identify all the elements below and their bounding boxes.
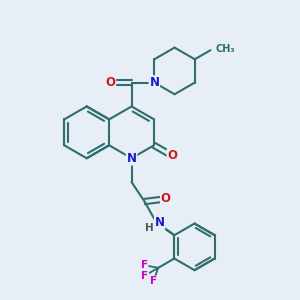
Text: F: F (150, 276, 157, 286)
Text: H: H (145, 223, 154, 232)
Text: O: O (161, 192, 171, 206)
Text: F: F (141, 271, 148, 281)
Text: O: O (167, 149, 177, 162)
Text: N: N (127, 152, 136, 165)
Text: O: O (105, 76, 115, 89)
Text: F: F (140, 260, 148, 270)
Text: CH₃: CH₃ (216, 44, 236, 54)
Text: N: N (155, 216, 165, 229)
Text: N: N (149, 76, 159, 89)
